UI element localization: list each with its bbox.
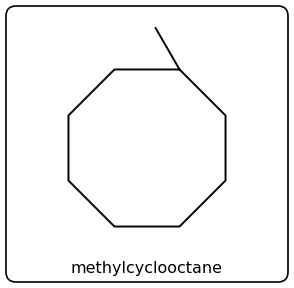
- Text: methylcyclooctane: methylcyclooctane: [71, 261, 223, 276]
